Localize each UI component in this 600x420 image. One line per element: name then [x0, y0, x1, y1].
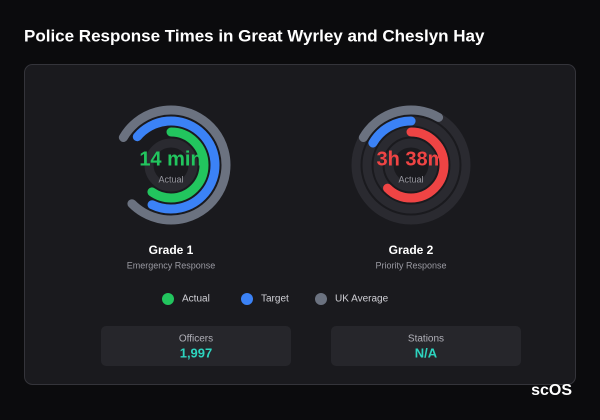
stat-label: Officers	[179, 334, 213, 345]
gauge-subtitle: Emergency Response	[127, 260, 216, 270]
gauge-ring	[111, 105, 231, 225]
gauge-value: 3h 38m	[377, 148, 446, 170]
gauge-ring	[384, 138, 438, 192]
gauge-ring	[373, 127, 449, 203]
legend-label: UK Average	[335, 294, 389, 305]
legend-swatch	[162, 293, 174, 305]
stat-value: 1,997	[180, 345, 213, 360]
legend-swatch	[315, 293, 327, 305]
gauge-ring	[144, 138, 198, 192]
gauge-subtitle: Priority Response	[375, 260, 446, 270]
gauge-caption: Actual	[398, 174, 423, 184]
gauge-ring	[362, 116, 460, 214]
gauge-value: 14 min	[139, 148, 202, 170]
gauge-ring	[122, 116, 220, 214]
gauge-title: Grade 2	[389, 243, 434, 257]
legend-label: Actual	[182, 294, 210, 305]
gauge-caption: Actual	[158, 174, 183, 184]
gauge-ring	[351, 105, 471, 225]
gauge-ring	[133, 127, 209, 203]
gauge-title: Grade 1	[149, 243, 194, 257]
stat-label: Stations	[408, 334, 444, 345]
stat-value: N/A	[415, 345, 438, 360]
stat-box	[331, 326, 521, 366]
gauges	[111, 105, 471, 225]
logo: scOS	[531, 382, 572, 399]
title: Police Response Times in Great Wyrley an…	[24, 26, 485, 45]
legend-label: Target	[261, 294, 289, 305]
stat-box	[101, 326, 291, 366]
legend-swatch	[241, 293, 253, 305]
